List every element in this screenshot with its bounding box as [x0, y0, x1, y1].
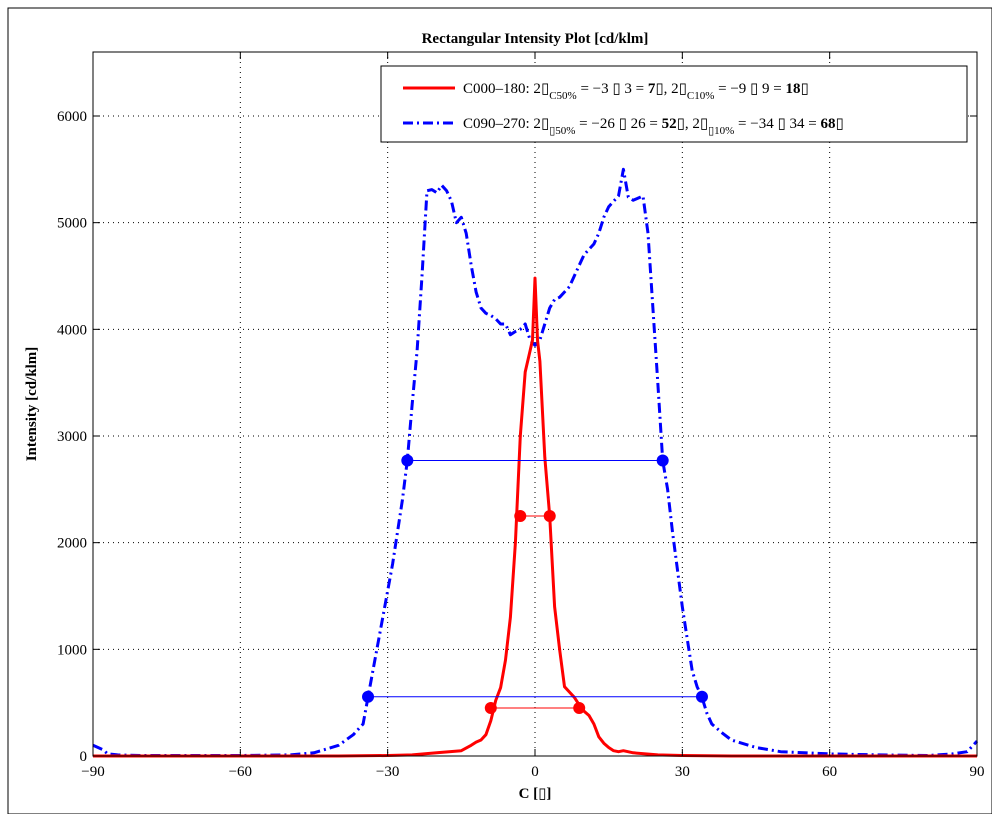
legend-end: ▯	[801, 81, 809, 97]
half-width-marker	[656, 454, 669, 467]
y-tick-label: 2000	[57, 536, 87, 552]
x-tick-label: −60	[229, 764, 252, 780]
half-width-marker	[484, 702, 497, 714]
x-axis-label: C [▯]	[519, 786, 552, 802]
legend-series-name: C090–270	[463, 116, 526, 132]
legend: C000–180: 2▯C50% = −3 ▯ 3 = 7▯, 2▯C10% =…	[380, 65, 968, 143]
marker-layer	[362, 454, 708, 714]
half-width-marker	[573, 702, 586, 714]
legend-series-name: C000–180	[463, 81, 526, 97]
legend-fw10: 18	[786, 81, 801, 97]
legend-sub: C10%	[687, 90, 715, 102]
x-tick-label: 90	[970, 764, 985, 780]
legend-fwhm: 7	[648, 81, 656, 97]
y-tick-label: 5000	[57, 216, 87, 232]
y-tick-label: 4000	[57, 322, 87, 338]
y-tick-label: 0	[80, 749, 88, 765]
legend-eq: = −9 ▯ 9 =	[714, 81, 785, 97]
ticks: −90 −60 −30 0 30 60 90 0 1000 2000 3000 4000 5000 600…	[57, 52, 985, 780]
half-width-marker	[695, 690, 708, 703]
y-axis-label: Intensity [cd/klm]	[24, 347, 40, 462]
half-width-marker	[362, 690, 375, 703]
legend-eq: = −34 ▯ 34 =	[734, 116, 820, 132]
half-width-marker	[514, 510, 527, 522]
legend-fwhm: 52	[662, 116, 677, 132]
series-line-c090-270	[92, 167, 979, 757]
y-tick-label: 3000	[57, 429, 87, 445]
legend-entry-2: C090–270: 2▯▯50% = −26 ▯ 26 = 52▯, 2▯▯10…	[463, 116, 844, 137]
x-tick-label: −90	[81, 764, 104, 780]
legend-box	[380, 65, 968, 143]
legend-mid: ▯, 2▯	[655, 81, 687, 97]
legend-eq: = −3 ▯ 3 =	[577, 81, 648, 97]
chart-title: Rectangular Intensity Plot [cd/klm]	[422, 31, 649, 47]
legend-sub: ▯50%	[549, 125, 575, 137]
legend-mid: ▯, 2▯	[677, 116, 709, 132]
half-width-marker	[401, 454, 414, 467]
x-tick-label: 30	[675, 764, 690, 780]
x-tick-label: 60	[822, 764, 837, 780]
half-width-marker	[543, 510, 556, 522]
x-tick-label: 0	[531, 764, 539, 780]
legend-fw10: 68	[820, 116, 835, 132]
legend-end: ▯	[835, 116, 843, 132]
legend-entry-1: C000–180: 2▯C50% = −3 ▯ 3 = 7▯, 2▯C10% =…	[463, 81, 809, 102]
legend-sub: ▯10%	[708, 125, 734, 137]
y-tick-label: 6000	[57, 109, 87, 125]
series-layer	[92, 167, 979, 758]
legend-eq: = −26 ▯ 26 =	[575, 116, 661, 132]
series-line-c000-180	[93, 276, 977, 758]
legend-sub: C50%	[549, 90, 577, 102]
x-tick-label: −30	[376, 764, 399, 780]
y-tick-label: 1000	[57, 642, 87, 658]
